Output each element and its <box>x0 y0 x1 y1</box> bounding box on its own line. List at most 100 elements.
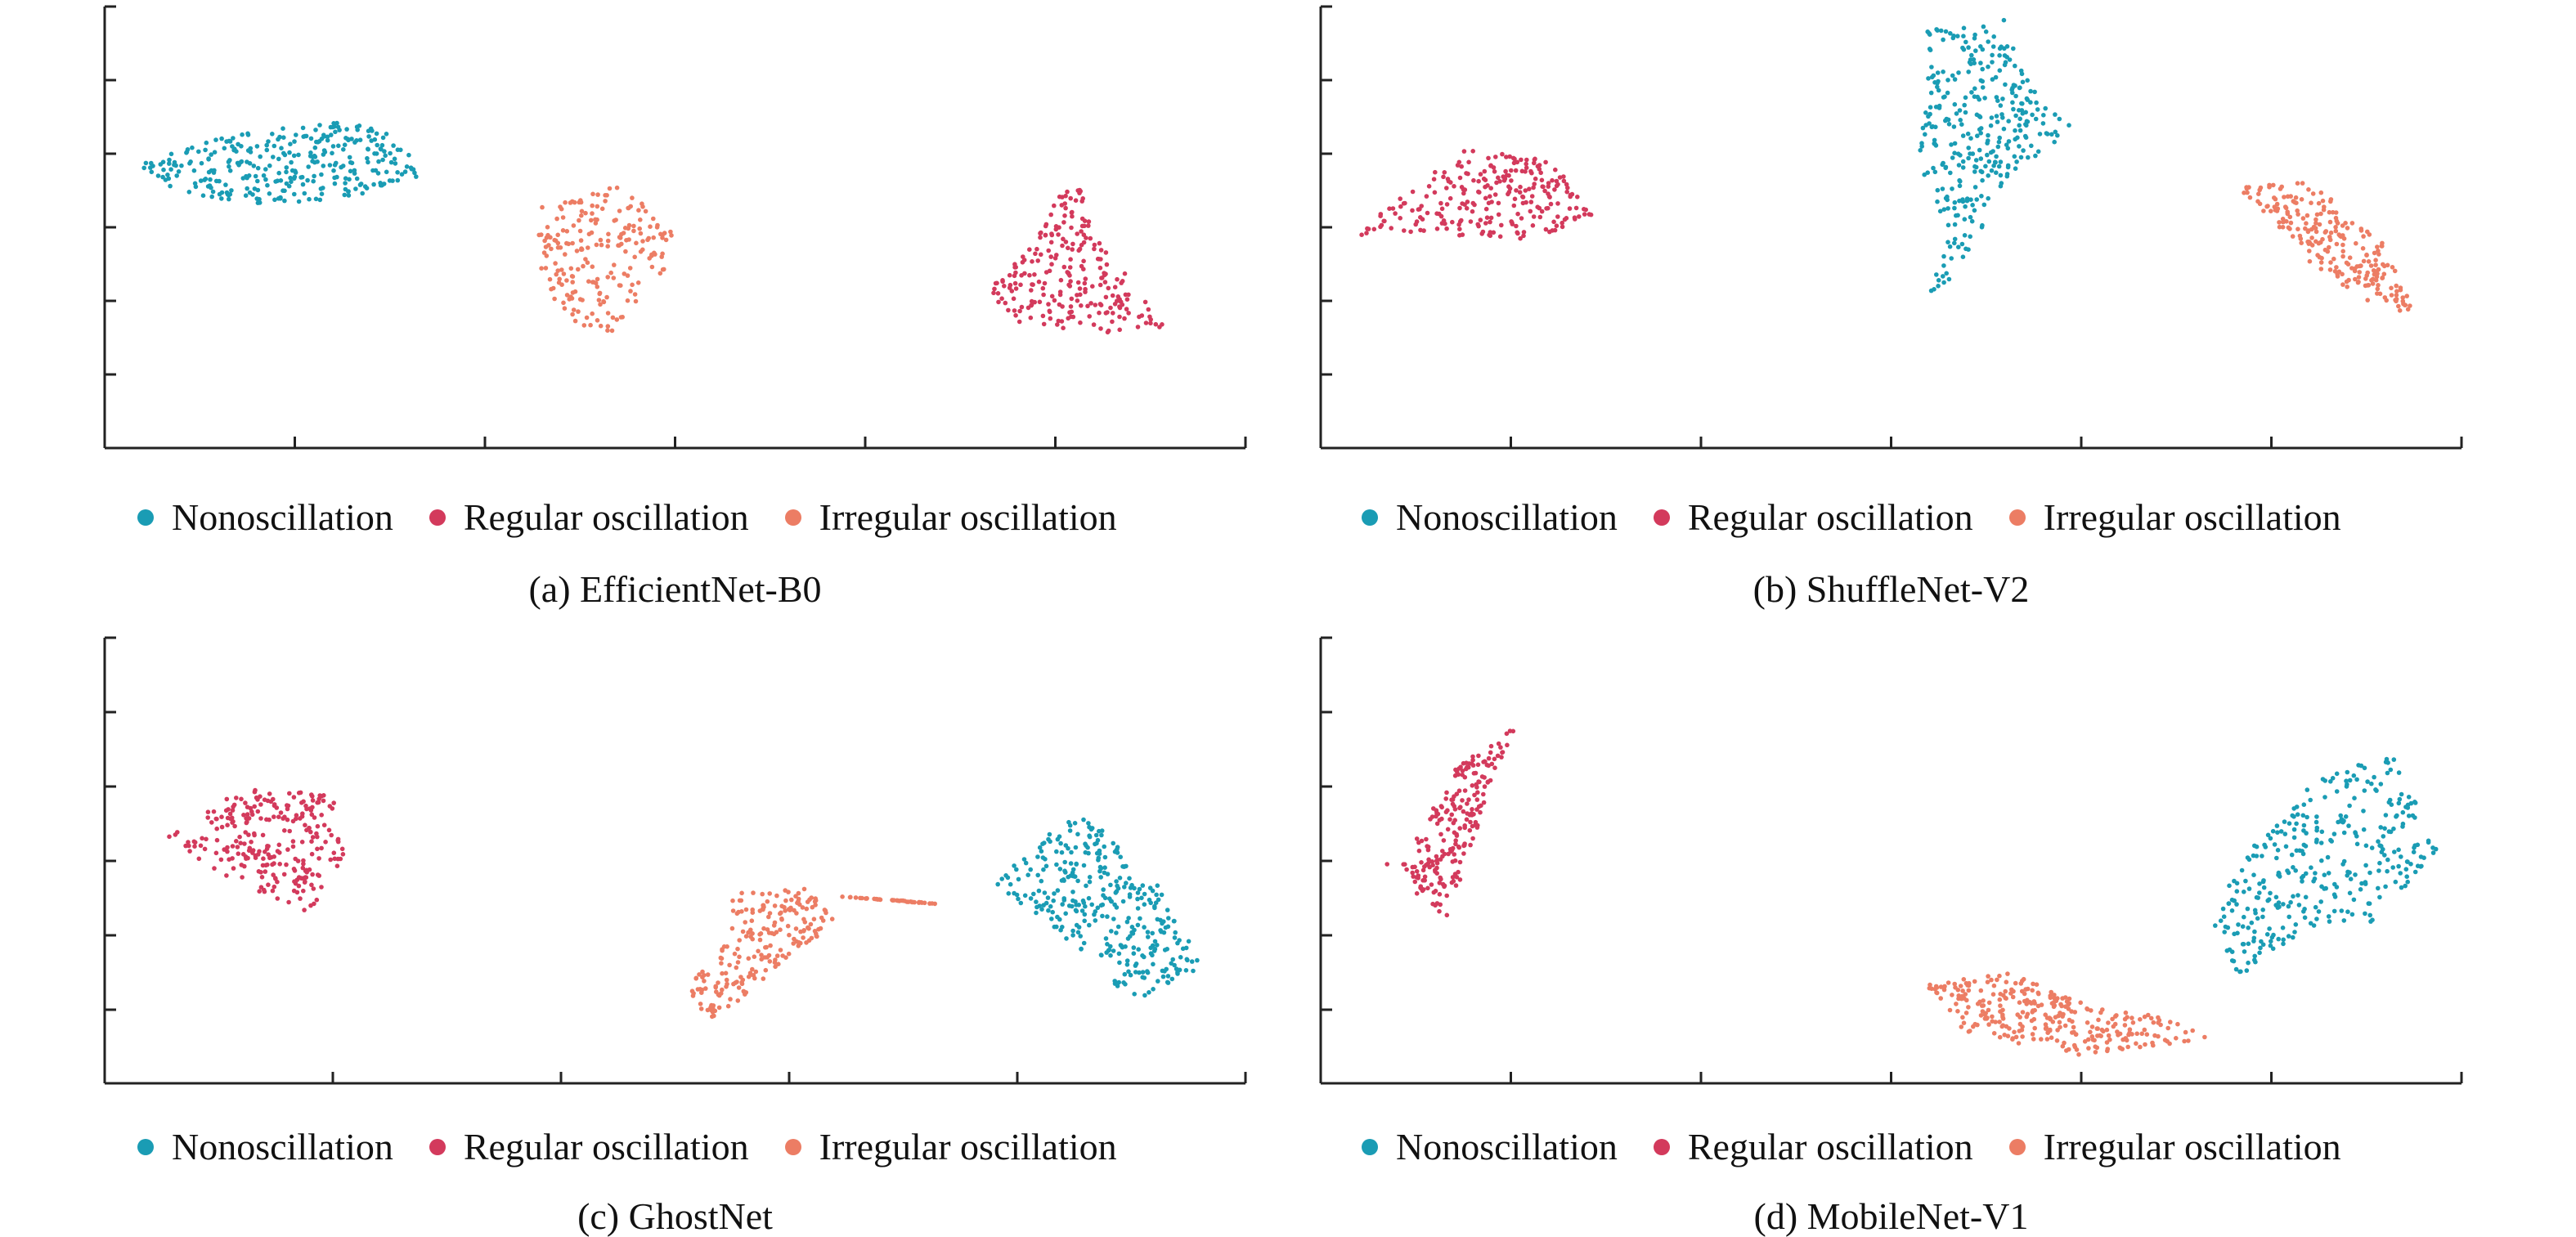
scatter-point <box>349 160 355 166</box>
scatter-point <box>643 208 648 214</box>
scatter-point <box>1465 171 1470 177</box>
scatter-point <box>1479 231 1484 236</box>
scatter-point <box>1953 985 1958 990</box>
scatter-point <box>2045 1029 2050 1035</box>
scatter-point <box>2028 88 2033 94</box>
scatter-point <box>1994 154 1999 159</box>
scatter-point <box>1997 1034 2003 1040</box>
scatter-point <box>1941 263 1946 268</box>
scatter-point <box>2288 220 2294 226</box>
scatter-point <box>1454 875 1460 880</box>
scatter-point <box>2396 770 2402 775</box>
scatter-point <box>2307 249 2312 253</box>
scatter-point <box>300 182 306 187</box>
legend-label: Regular oscillation <box>1687 1126 1973 1168</box>
scatter-point <box>2375 291 2380 296</box>
scatter-point <box>996 299 1001 305</box>
scatter-point <box>605 238 611 244</box>
scatter-point <box>2296 903 2302 908</box>
scatter-point <box>2340 282 2345 287</box>
scatter-point <box>1518 184 1523 190</box>
scatter-point <box>2007 1026 2012 1031</box>
scatter-point <box>2320 777 2326 782</box>
scatter-point <box>1963 110 1968 115</box>
scatter-point <box>2304 871 2309 876</box>
scatter-point <box>1115 276 1120 282</box>
scatter-point <box>1142 299 1148 305</box>
scatter-point <box>1378 224 1383 230</box>
scatter-point <box>2318 260 2324 265</box>
scatter-point <box>2356 763 2361 768</box>
scatter-point <box>1501 174 1506 179</box>
scatter-point <box>1919 141 1924 146</box>
scatter-point <box>2335 271 2340 277</box>
scatter-point <box>2361 809 2366 813</box>
scatter-point <box>2085 1020 2090 1025</box>
scatter-point <box>2331 908 2337 914</box>
scatter-point <box>2363 863 2368 868</box>
scatter-point <box>1989 168 1995 173</box>
scatter-point <box>276 137 280 142</box>
scatter-point <box>1067 310 1072 315</box>
scatter-point <box>1471 177 1476 183</box>
scatter-point <box>1949 256 1954 261</box>
scatter-point <box>1519 157 1524 163</box>
scatter-point <box>1148 320 1153 326</box>
scatter-point <box>605 275 610 280</box>
legend-marker <box>2008 1139 2026 1155</box>
scatter-point <box>2385 857 2390 863</box>
scatter-point <box>1465 811 1470 816</box>
scatter-point <box>626 222 632 228</box>
scatter-point <box>2380 240 2385 246</box>
scatter-point <box>2030 988 2035 993</box>
scatter-point <box>2004 142 2009 147</box>
scatter-point <box>1974 112 1980 118</box>
scatter-point <box>2261 208 2266 213</box>
scatter-point <box>2290 813 2295 818</box>
scatter-point <box>1491 230 1497 235</box>
scatter-point <box>1933 124 1938 130</box>
scatter-point <box>1445 177 1451 182</box>
scatter-point <box>1955 34 1960 38</box>
scatter-point <box>549 286 554 292</box>
scatter-point <box>270 888 276 894</box>
scatter-point <box>2369 781 2374 787</box>
scatter-point <box>1011 296 1016 302</box>
scatter-point <box>392 156 397 162</box>
legend-label: Irregular oscillation <box>2043 1126 2341 1168</box>
scatter-point <box>2294 821 2299 827</box>
scatter-point <box>306 164 312 169</box>
scatter-point <box>2375 286 2381 292</box>
scatter-point <box>594 242 599 248</box>
scatter-point <box>2399 854 2403 859</box>
scatter-point <box>2260 942 2266 948</box>
scatter-point <box>1933 984 1939 989</box>
scatter-point <box>219 824 225 830</box>
scatter-point <box>2365 270 2370 276</box>
scatter-point <box>2331 831 2337 836</box>
scatter-point <box>1923 123 1928 128</box>
scatter-point <box>1977 147 1982 153</box>
scatter-point <box>2003 988 2008 994</box>
scatter-point <box>2351 773 2357 778</box>
scatter-point <box>1429 814 1435 819</box>
scatter-point <box>1575 195 1580 199</box>
scatter-point <box>1075 280 1081 285</box>
scatter-point <box>2129 1015 2134 1020</box>
scatter-point <box>1966 69 1971 74</box>
scatter-point <box>1963 1011 1969 1015</box>
scatter-point <box>2304 213 2310 218</box>
scatter-point <box>1437 908 1442 914</box>
scatter-point <box>308 150 313 155</box>
scatter-point <box>2363 911 2367 917</box>
scatter-point <box>2389 293 2394 298</box>
scatter-point <box>1417 207 1422 212</box>
scatter-point <box>2333 228 2339 234</box>
scatter-point <box>1007 285 1012 290</box>
scatter-point <box>2124 1038 2129 1043</box>
scatter-point <box>212 150 218 155</box>
scatter-point <box>570 311 575 317</box>
scatter-point <box>2276 872 2281 877</box>
scatter-point <box>2113 1014 2118 1019</box>
scatter-point <box>570 290 576 295</box>
